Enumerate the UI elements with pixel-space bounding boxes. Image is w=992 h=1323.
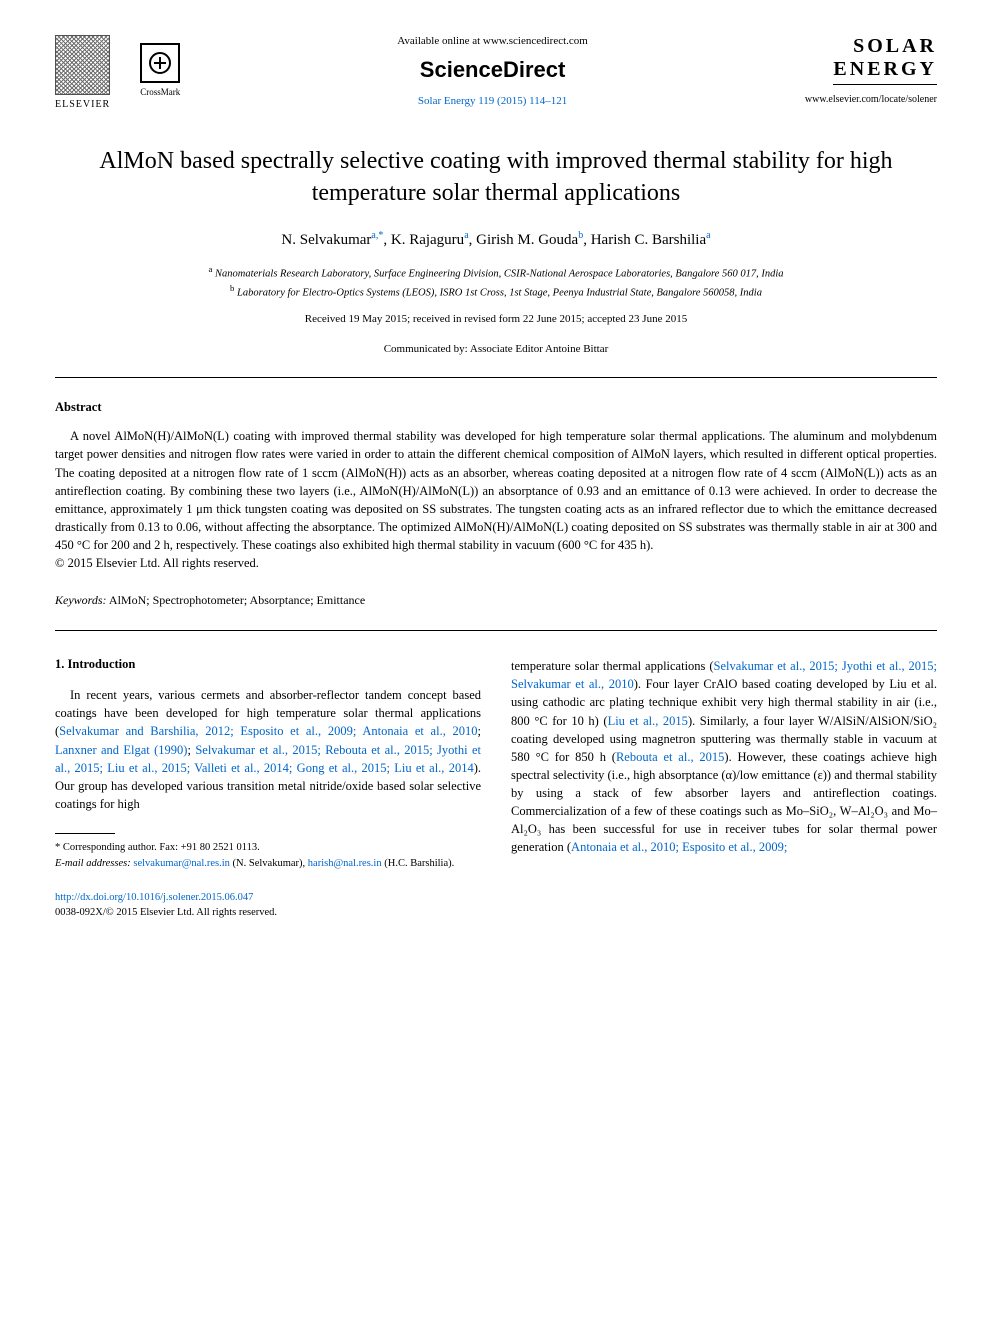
keywords-label: Keywords: <box>55 593 107 607</box>
footnote-rule <box>55 833 115 834</box>
reference-link[interactable]: Lanxner and Elgat (1990) <box>55 743 187 757</box>
right-column: temperature solar thermal applications (… <box>511 657 937 921</box>
article-title: AlMoN based spectrally selective coating… <box>95 145 897 210</box>
abstract-body: A novel AlMoN(H)/AlMoN(L) coating with i… <box>55 427 937 554</box>
divider <box>55 377 937 378</box>
crossmark-label: CrossMark <box>140 87 180 97</box>
sciencedirect-logo[interactable]: ScienceDirect <box>200 57 785 83</box>
reference-link[interactable]: Liu et al., 2015 <box>608 714 688 728</box>
journal-url[interactable]: www.elsevier.com/locate/solener <box>805 94 937 105</box>
crossmark-logo[interactable]: CrossMark <box>140 43 180 97</box>
header-center: Available online at www.sciencedirect.co… <box>180 35 805 107</box>
body-columns: 1. Introduction In recent years, various… <box>55 657 937 921</box>
citation-link[interactable]: Solar Energy 119 (2015) 114–121 <box>200 95 785 107</box>
reference-link[interactable]: Rebouta et al., 2015 <box>616 750 724 764</box>
keywords-line: Keywords: AlMoN; Spectrophotometer; Abso… <box>55 593 937 608</box>
article-dates: Received 19 May 2015; received in revise… <box>55 313 937 325</box>
available-online-text: Available online at www.sciencedirect.co… <box>200 35 785 47</box>
doi-link[interactable]: http://dx.doi.org/10.1016/j.solener.2015… <box>55 890 481 906</box>
header-left: ELSEVIER CrossMark <box>55 35 180 110</box>
email-label: E-mail addresses: <box>55 858 131 869</box>
left-column: 1. Introduction In recent years, various… <box>55 657 481 921</box>
page-header: ELSEVIER CrossMark Available online at w… <box>55 35 937 110</box>
divider <box>55 630 937 631</box>
authors-list: N. Selvakumara,*, K. Rajagurua, Girish M… <box>55 230 937 249</box>
corresponding-author-footnote: * Corresponding author. Fax: +91 80 2521… <box>55 840 481 872</box>
author[interactable]: Harish C. Barshiliaa <box>591 232 711 248</box>
affiliation-a: a Nanomaterials Research Laboratory, Sur… <box>55 263 937 282</box>
email-link[interactable]: selvakumar@nal.res.in <box>133 858 230 869</box>
intro-paragraph: In recent years, various cermets and abs… <box>55 686 481 813</box>
reference-link[interactable]: Antonaia et al., 2010; Esposito et al., … <box>571 840 787 854</box>
author[interactable]: Girish M. Goudab <box>476 232 583 248</box>
crossmark-icon <box>140 43 180 83</box>
issn-copyright: 0038-092X/© 2015 Elsevier Ltd. All right… <box>55 905 481 921</box>
abstract-heading: Abstract <box>55 400 937 415</box>
abstract-copyright: © 2015 Elsevier Ltd. All rights reserved… <box>55 556 937 571</box>
author[interactable]: K. Rajagurua <box>391 232 469 248</box>
header-right: SOLAR ENERGY www.elsevier.com/locate/sol… <box>805 35 937 105</box>
elsevier-text: ELSEVIER <box>55 99 110 110</box>
communicated-by: Communicated by: Associate Editor Antoin… <box>55 343 937 355</box>
journal-name-line1: SOLAR <box>833 35 937 58</box>
affiliation-b: b Laboratory for Electro-Optics Systems … <box>55 282 937 301</box>
journal-logo[interactable]: SOLAR ENERGY <box>833 35 937 85</box>
elsevier-logo[interactable]: ELSEVIER <box>55 35 110 110</box>
journal-name-line2: ENERGY <box>833 58 937 81</box>
author[interactable]: N. Selvakumara,* <box>281 232 383 248</box>
email-link[interactable]: harish@nal.res.in <box>308 858 382 869</box>
intro-paragraph-cont: temperature solar thermal applications (… <box>511 657 937 856</box>
elsevier-tree-icon <box>55 35 110 95</box>
affiliations: a Nanomaterials Research Laboratory, Sur… <box>55 263 937 302</box>
doi-block: http://dx.doi.org/10.1016/j.solener.2015… <box>55 890 481 922</box>
abstract-section: Abstract A novel AlMoN(H)/AlMoN(L) coati… <box>55 400 937 571</box>
section-heading-intro: 1. Introduction <box>55 657 481 672</box>
reference-link[interactable]: Selvakumar and Barshilia, 2012; Esposito… <box>59 724 477 738</box>
keywords-value: AlMoN; Spectrophotometer; Absorptance; E… <box>109 593 365 607</box>
